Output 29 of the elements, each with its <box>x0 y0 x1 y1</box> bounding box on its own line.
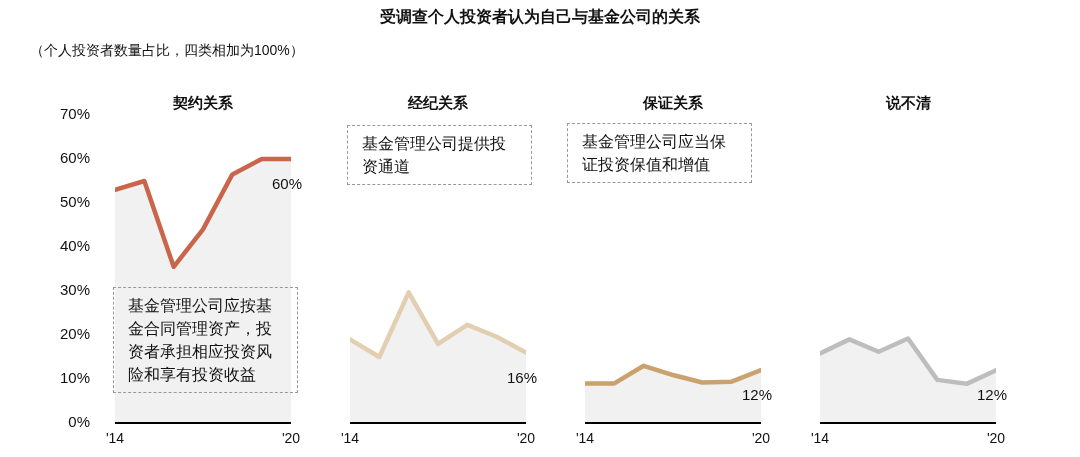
chart-title: 经纪关系 <box>407 94 469 111</box>
annotation: 基金管理公司提供投资通道 <box>347 125 532 185</box>
annotation: 基金管理公司应按基金合同管理资产，投资者承担相应投资风险和享有投资收益 <box>113 287 298 393</box>
y-tick-label: 0% <box>68 413 90 431</box>
chart-title: 保证关系 <box>642 94 704 111</box>
annotation: 基金管理公司应当保证投资保值和增值 <box>567 123 752 183</box>
x-tick-label: '14 <box>340 429 360 446</box>
x-tick-label: '20 <box>986 429 1006 446</box>
data-label: 12% <box>976 386 1008 404</box>
text: 受调查个人投资者认为自己与基金公司的关系 <box>379 7 701 27</box>
y-tick-label: 50% <box>59 193 90 211</box>
chart-title: 契约关系 <box>172 94 234 111</box>
x-tick-label: '20 <box>751 429 771 446</box>
x-tick-label: '14 <box>575 429 595 446</box>
data-label: 12% <box>741 386 773 404</box>
x-tick-label: '20 <box>281 429 301 446</box>
x-tick-label: '14 <box>810 429 830 446</box>
y-tick-label: 20% <box>59 325 90 343</box>
y-tick-label: 40% <box>59 237 90 255</box>
y-tick-label: 70% <box>59 105 90 123</box>
data-label: 60% <box>271 175 303 193</box>
x-tick-label: '14 <box>105 429 125 446</box>
y-tick-label: 30% <box>59 281 90 299</box>
y-tick-label: 60% <box>59 149 90 167</box>
x-tick-label: '20 <box>516 429 536 446</box>
data-label: 16% <box>506 368 538 386</box>
y-tick-label: 10% <box>59 369 90 387</box>
text: （个人投资者数量占比，四类相加为100%） <box>30 42 304 60</box>
chart-title: 说不清 <box>884 94 931 111</box>
